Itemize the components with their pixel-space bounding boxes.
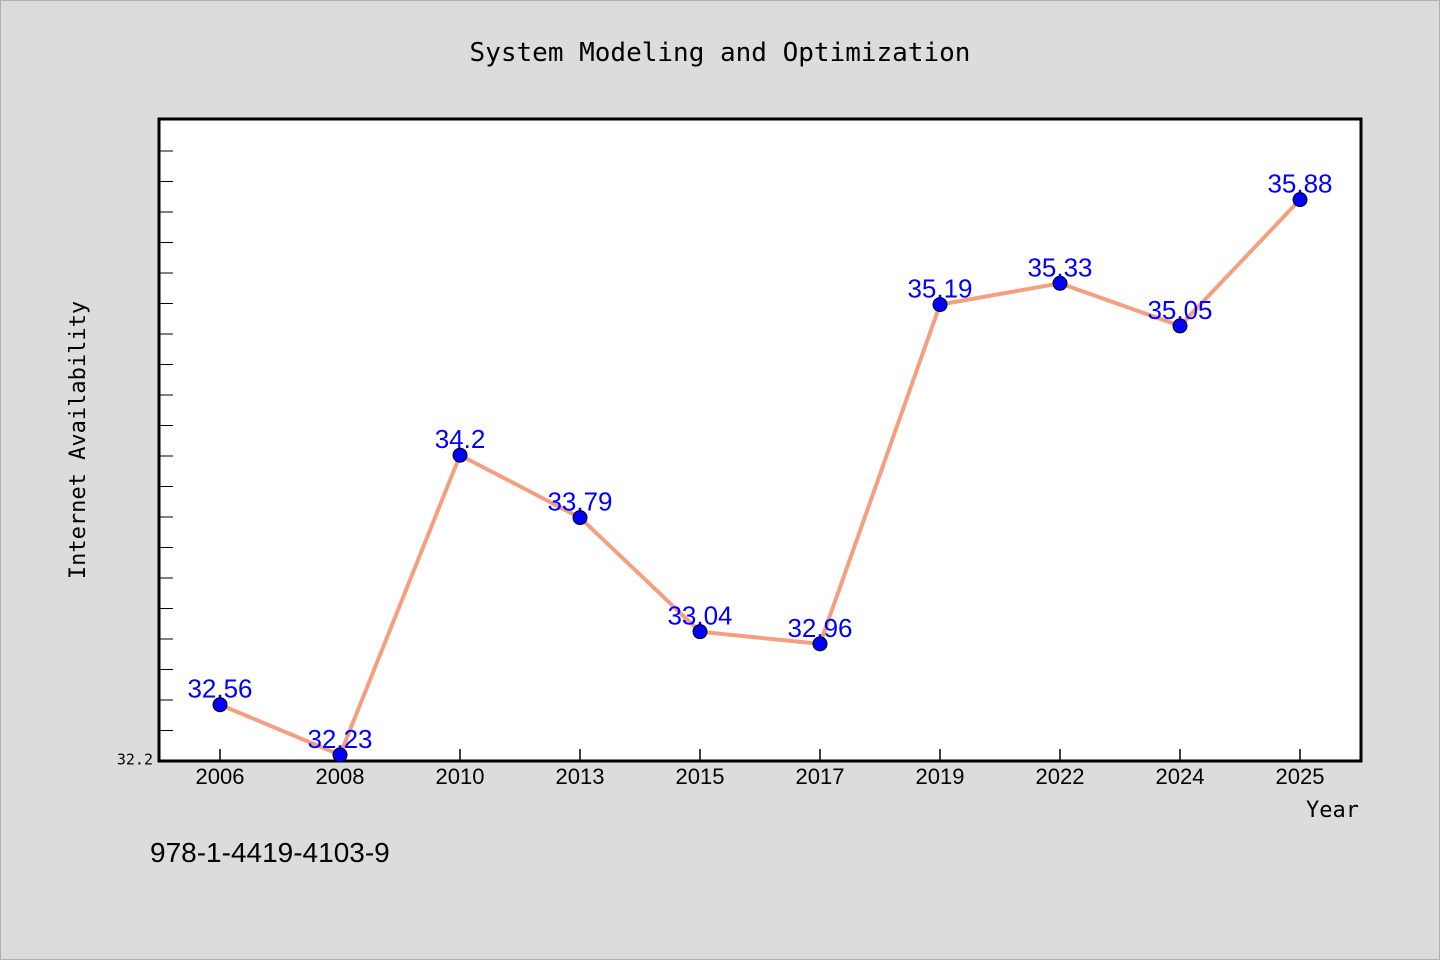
data-label: 34.2	[435, 424, 486, 454]
y-tick-label: 32.2	[117, 750, 153, 768]
y-axis-label: Internet Availability	[66, 301, 91, 579]
data-point	[812, 636, 828, 652]
x-tick-label: 2022	[1036, 764, 1085, 789]
x-tick-label: 2010	[436, 764, 485, 789]
data-point	[332, 747, 348, 763]
data-label: 35.88	[1267, 169, 1332, 199]
x-tick-label: 2017	[796, 764, 845, 789]
chart-title: System Modeling and Optimization	[470, 38, 971, 68]
data-label: 35.19	[907, 274, 972, 304]
data-point	[1172, 318, 1188, 334]
x-tick-label: 2006	[196, 764, 245, 789]
data-point	[452, 447, 468, 463]
data-point	[692, 624, 708, 640]
footer-isbn: 978-1-4419-4103-9	[150, 837, 390, 868]
x-tick-label: 2008	[316, 764, 365, 789]
x-axis-ticks: 2006 2008 2010 2013 2015 2017 2019 2022 2024 2025	[196, 749, 1325, 789]
x-tick-label: 2024	[1156, 764, 1205, 789]
plot-area	[157, 117, 1363, 763]
data-label: 32.96	[787, 613, 852, 643]
y-axis-minor-ticks: 32.2	[117, 150, 173, 768]
series-layer: 32.56 32.23 34.2 33.79 33.04 32.96 35.19 35.33 3…	[187, 169, 1333, 763]
data-point	[1052, 275, 1068, 291]
x-tick-label: 2025	[1276, 764, 1325, 789]
series-line	[219, 198, 1302, 757]
data-point	[572, 510, 588, 526]
data-label: 35.33	[1027, 252, 1092, 282]
data-label: 32.56	[187, 674, 252, 704]
data-label: 33.79	[547, 487, 612, 517]
data-point	[212, 697, 228, 713]
x-tick-label: 2013	[556, 764, 605, 789]
data-label: 32.23	[307, 724, 372, 754]
data-point	[932, 297, 948, 313]
x-axis-label: Year	[1306, 798, 1359, 823]
x-tick-label: 2019	[916, 764, 965, 789]
data-label: 35.05	[1147, 295, 1212, 325]
data-point	[1292, 192, 1308, 208]
x-tick-label: 2015	[676, 764, 725, 789]
data-label: 33.04	[667, 601, 732, 631]
